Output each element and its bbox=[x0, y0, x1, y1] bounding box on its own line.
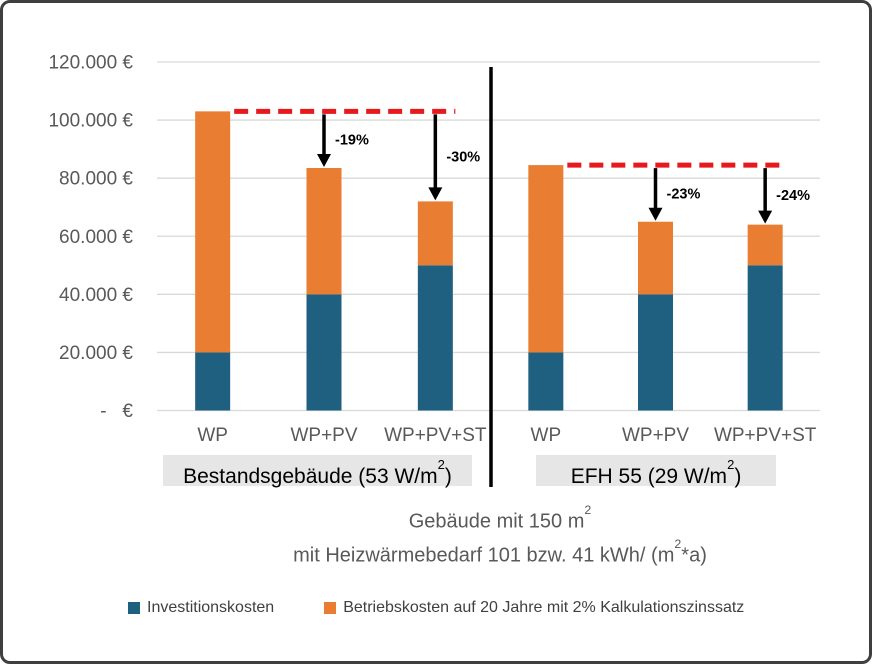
bar-segment-betriebskosten bbox=[747, 224, 783, 266]
bar-segment-investitionskosten bbox=[747, 265, 783, 411]
category-label: WP bbox=[197, 425, 228, 446]
reduction-percent-label: -19% bbox=[335, 133, 369, 149]
reduction-percent-label: -23% bbox=[667, 186, 701, 202]
legend-label-investitionskosten: Investitionskosten bbox=[147, 599, 275, 616]
chart-subtitle: Gebäude mit 150 m2 mit Heizwärmebedarf 1… bbox=[128, 502, 872, 569]
y-axis-tick-label: 20.000 € bbox=[59, 343, 133, 364]
bar-segment-betriebskosten bbox=[638, 221, 673, 295]
category-label: WP+PV+ST bbox=[384, 425, 487, 446]
y-axis-tick-label: 80.000 € bbox=[59, 169, 133, 190]
group-label-text: Bestandsgebäude (53 W/m bbox=[183, 465, 438, 488]
y-axis-tick-label: - € bbox=[100, 401, 133, 422]
reduction-percent-label: -30% bbox=[446, 149, 480, 165]
bar-segment-betriebskosten bbox=[306, 168, 342, 295]
bar-segment-betriebskosten bbox=[528, 165, 564, 353]
legend: Investitionskosten Betriebskosten auf 20… bbox=[128, 597, 848, 619]
bar-segment-investitionskosten bbox=[195, 352, 231, 411]
reduction-arrow-head bbox=[317, 154, 331, 168]
superscript-2: 2 bbox=[674, 537, 682, 552]
subtitle-line-2: mit Heizwärmebedarf 101 bzw. 41 kWh/ (m2… bbox=[128, 536, 872, 570]
subtitle-text: mit Heizwärmebedarf 101 bzw. 41 kWh/ (m bbox=[293, 544, 675, 567]
subtitle-line-1: Gebäude mit 150 m2 bbox=[128, 502, 872, 536]
legend-swatch-orange bbox=[324, 602, 337, 614]
group-label-efh55: EFH 55 (29 W/m2) bbox=[536, 455, 776, 488]
reduction-arrow-head bbox=[428, 187, 443, 201]
group-label-text: EFH 55 (29 W/m bbox=[570, 465, 728, 488]
group-label-text: ) bbox=[444, 465, 452, 488]
bar-segment-betriebskosten bbox=[417, 201, 453, 266]
group-label-bestandsgebaeude: Bestandsgebäude (53 W/m2) bbox=[163, 455, 472, 488]
reduction-arrow-head bbox=[758, 210, 773, 224]
legend-item-investitionskosten: Investitionskosten bbox=[128, 599, 274, 617]
category-label: WP+PV bbox=[622, 425, 689, 446]
legend-label-betriebskosten: Betriebskosten auf 20 Jahre mit 2% Kalku… bbox=[343, 599, 745, 616]
legend-item-betriebskosten: Betriebskosten auf 20 Jahre mit 2% Kalku… bbox=[324, 599, 744, 617]
superscript-2: 2 bbox=[584, 503, 592, 518]
y-axis-tick-label: 40.000 € bbox=[59, 285, 133, 306]
y-axis-tick-label: 120.000 € bbox=[48, 53, 133, 74]
category-label: WP bbox=[531, 425, 562, 446]
category-label: WP+PV bbox=[290, 425, 357, 446]
bar-segment-betriebskosten bbox=[195, 111, 231, 353]
bar-segment-investitionskosten bbox=[417, 265, 453, 411]
superscript-2: 2 bbox=[727, 457, 735, 473]
group-label-text: ) bbox=[734, 465, 742, 488]
bar-segment-investitionskosten bbox=[638, 294, 673, 411]
subtitle-text: *a) bbox=[681, 544, 707, 567]
subtitle-text: Gebäude mit 150 m bbox=[408, 510, 585, 533]
reduction-arrow-head bbox=[648, 207, 663, 221]
stacked-bar-chart: - € 20.000 € 40.000 € 60.000 € 80.000 € 100.0… bbox=[48, 53, 820, 487]
bar-segment-investitionskosten bbox=[528, 352, 564, 411]
superscript-2: 2 bbox=[437, 457, 445, 473]
category-label: WP+PV+ST bbox=[714, 425, 817, 446]
bar-segment-investitionskosten bbox=[306, 294, 342, 411]
legend-swatch-blue bbox=[128, 602, 140, 614]
reduction-percent-label: -24% bbox=[776, 188, 810, 204]
y-axis-tick-label: 60.000 € bbox=[59, 227, 133, 248]
y-axis-tick-label: 100.000 € bbox=[48, 111, 133, 132]
